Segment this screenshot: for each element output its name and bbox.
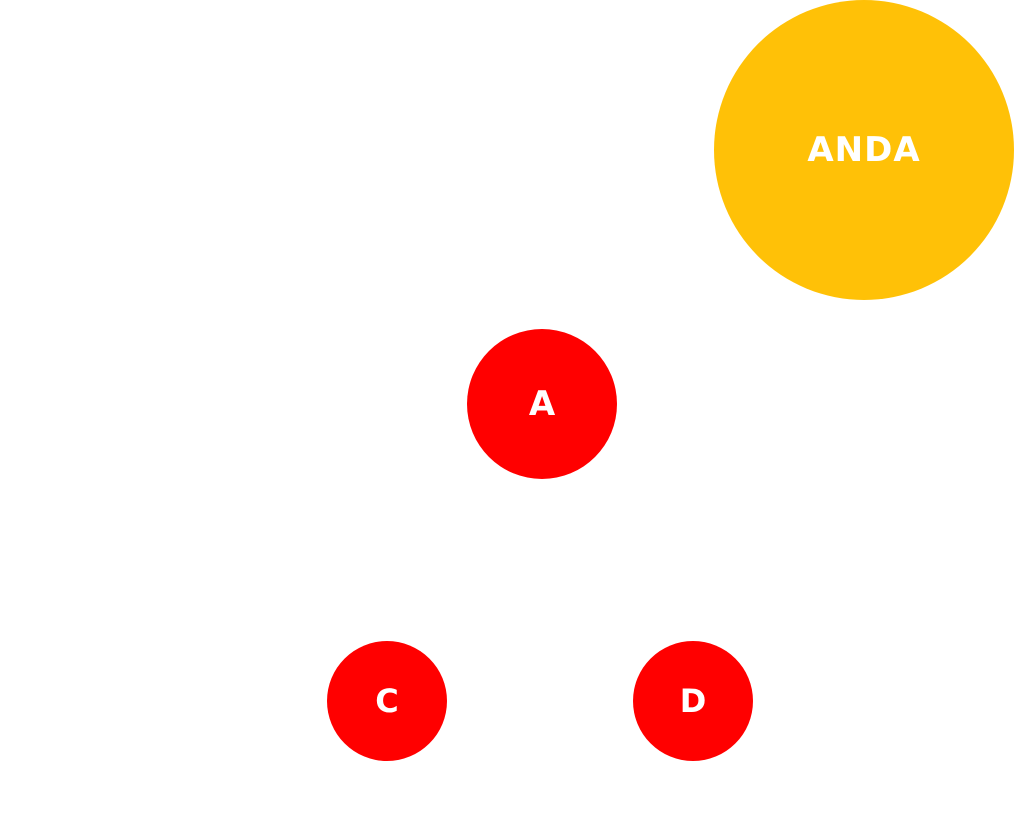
player-bubble[interactable]: ANDA [714,0,1014,300]
option-bubble-d[interactable]: D [633,641,753,761]
option-bubble-d-label: D [679,682,707,720]
option-bubble-c[interactable]: C [327,641,447,761]
player-bubble-label: ANDA [807,130,921,170]
option-bubble-a[interactable]: A [467,329,617,479]
option-bubble-a-label: A [528,384,556,424]
option-bubble-c-label: C [375,682,399,720]
